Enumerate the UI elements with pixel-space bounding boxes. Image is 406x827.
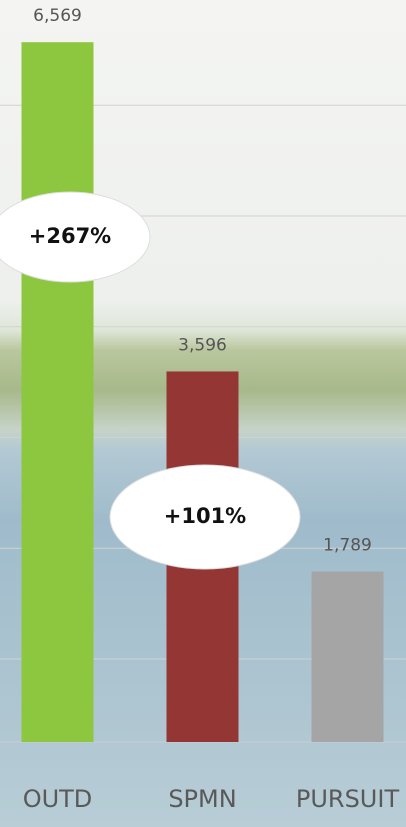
bar — [311, 571, 384, 742]
annotation-bubble — [109, 464, 301, 570]
bar — [21, 42, 94, 742]
value-label: 6,569 — [33, 6, 82, 26]
value-label: 3,596 — [178, 335, 227, 355]
x-tick-label: OUTD — [23, 785, 93, 813]
x-tick-label: SPMN — [168, 785, 236, 813]
annotation: +101% — [164, 504, 246, 528]
annotation: +267% — [29, 224, 111, 248]
value-label: 1,789 — [323, 536, 372, 556]
annotation-bubble — [0, 191, 151, 283]
x-tick-label: PURSUIT — [296, 785, 400, 813]
